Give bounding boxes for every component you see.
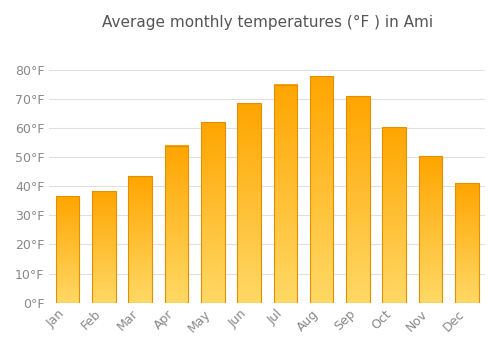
Title: Average monthly temperatures (°F ) in Ami: Average monthly temperatures (°F ) in Am… (102, 15, 432, 30)
